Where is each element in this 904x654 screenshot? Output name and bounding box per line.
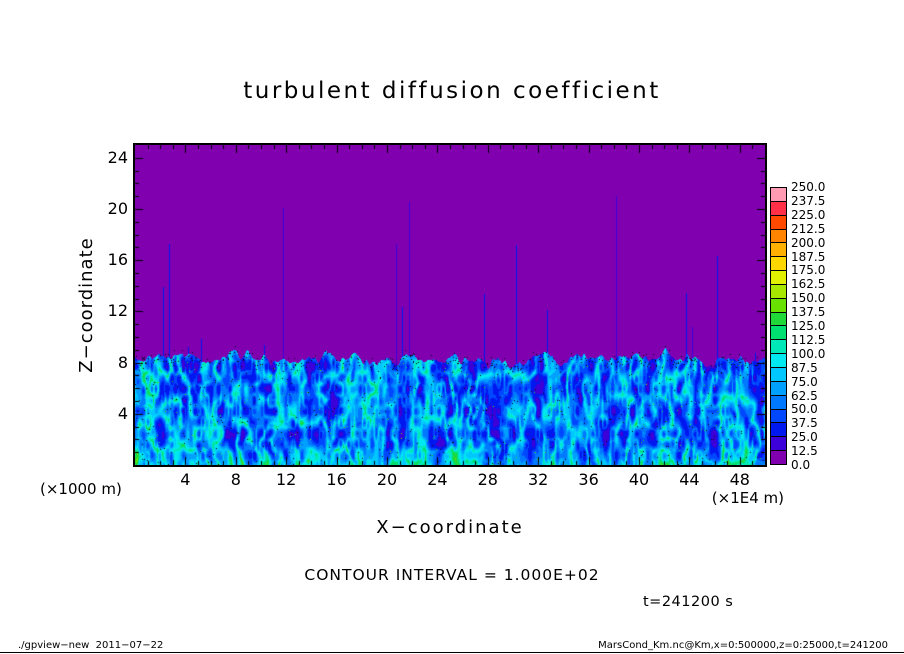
x-tick-label: 44 (679, 470, 700, 489)
colorbar-label: 87.5 (791, 360, 818, 375)
y-tick-label: 12 (107, 301, 128, 321)
x-axis-label: X−coordinate (376, 517, 524, 538)
colorbar-cell (770, 394, 787, 410)
colorbar-label: 187.5 (791, 249, 826, 264)
y-tick-label: 24 (107, 147, 128, 167)
colorbar-label: 12.5 (791, 444, 818, 459)
colorbar-label: 237.5 (791, 193, 826, 208)
plot-title: turbulent diffusion coefficient (243, 78, 661, 104)
footer-tool-version: ./gpview−new 2011−07−22 (18, 640, 164, 651)
colorbar-cell (770, 366, 787, 382)
x-tick-label: 8 (230, 470, 241, 489)
colorbar-label: 50.0 (791, 402, 818, 417)
colorbar-cell (770, 408, 787, 424)
colorbar-label: 125.0 (791, 319, 826, 333)
colorbar-cell (770, 339, 787, 355)
colorbar-label: 250.0 (791, 180, 826, 194)
x-tick-label: 12 (276, 470, 297, 489)
colorbar-label: 162.5 (791, 277, 826, 292)
colorbar-cell (770, 228, 787, 244)
colorbar-label: 25.0 (791, 430, 818, 445)
colorbar-label: 137.5 (791, 305, 826, 320)
colorbar-cell (770, 450, 787, 465)
colorbar-cell (770, 187, 787, 202)
colorbar-cell (770, 353, 787, 368)
colorbar-label: 75.0 (791, 374, 818, 389)
y-tick-label: 20 (107, 199, 128, 218)
colorbar-cell (770, 325, 787, 341)
colorbar-cell (770, 311, 787, 327)
colorbar-label: 37.5 (791, 416, 818, 431)
colorbar-cell (770, 380, 787, 396)
colorbar-cell (770, 422, 787, 438)
y-tick-label: 4 (117, 403, 128, 423)
colorbar-cell (770, 270, 787, 285)
colorbar-cell (770, 297, 787, 313)
colorbar-cell (770, 256, 787, 272)
colorbar-label: 212.5 (791, 221, 826, 236)
x-tick-label: 4 (180, 470, 191, 489)
x-tick-label: 16 (326, 470, 347, 489)
heatmap-canvas (135, 145, 765, 465)
colorbar-cell (770, 214, 787, 230)
colorbar-label: 175.0 (791, 263, 826, 278)
x-tick-label: 40 (628, 470, 650, 489)
colorbar-label: 225.0 (791, 207, 826, 222)
x-tick-label: 28 (477, 470, 498, 489)
x-tick-label: 20 (376, 470, 398, 489)
colorbar-label: 62.5 (791, 388, 818, 403)
colorbar-cell (770, 242, 787, 258)
colorbar-label: 200.0 (791, 235, 826, 250)
x-tick-label: 24 (427, 470, 448, 489)
x-axis-unit: (×1E4 m) (711, 489, 784, 507)
colorbar-label: 0.0 (791, 458, 811, 472)
footer-data-source: MarsCond_Km.nc@Km,x=0:500000,z=0:25000,t… (598, 640, 888, 651)
y-axis-unit: (×1000 m) (40, 480, 122, 498)
colorbar-cell (770, 200, 787, 216)
time-annotation: t=241200 s (643, 594, 734, 610)
plot-area (133, 143, 767, 467)
y-tick-label: 16 (107, 250, 128, 270)
y-tick-label: 8 (117, 352, 128, 372)
contour-interval-note: CONTOUR INTERVAL = 1.000E+02 (304, 566, 600, 584)
x-tick-label: 36 (578, 470, 599, 489)
x-tick-label: 32 (528, 470, 549, 489)
bottom-rule (0, 652, 904, 653)
colorbar-label: 100.0 (791, 346, 826, 361)
colorbar (770, 187, 787, 465)
colorbar-label-column: 250.0 237.5 225.0 212.5 200.0 187.5 175.0 162.5… (791, 181, 839, 471)
colorbar-label: 150.0 (791, 291, 826, 306)
colorbar-label: 112.5 (791, 332, 826, 347)
colorbar-cell (770, 436, 787, 452)
colorbar-cell (770, 283, 787, 299)
x-tick-label: 48 (729, 470, 750, 489)
